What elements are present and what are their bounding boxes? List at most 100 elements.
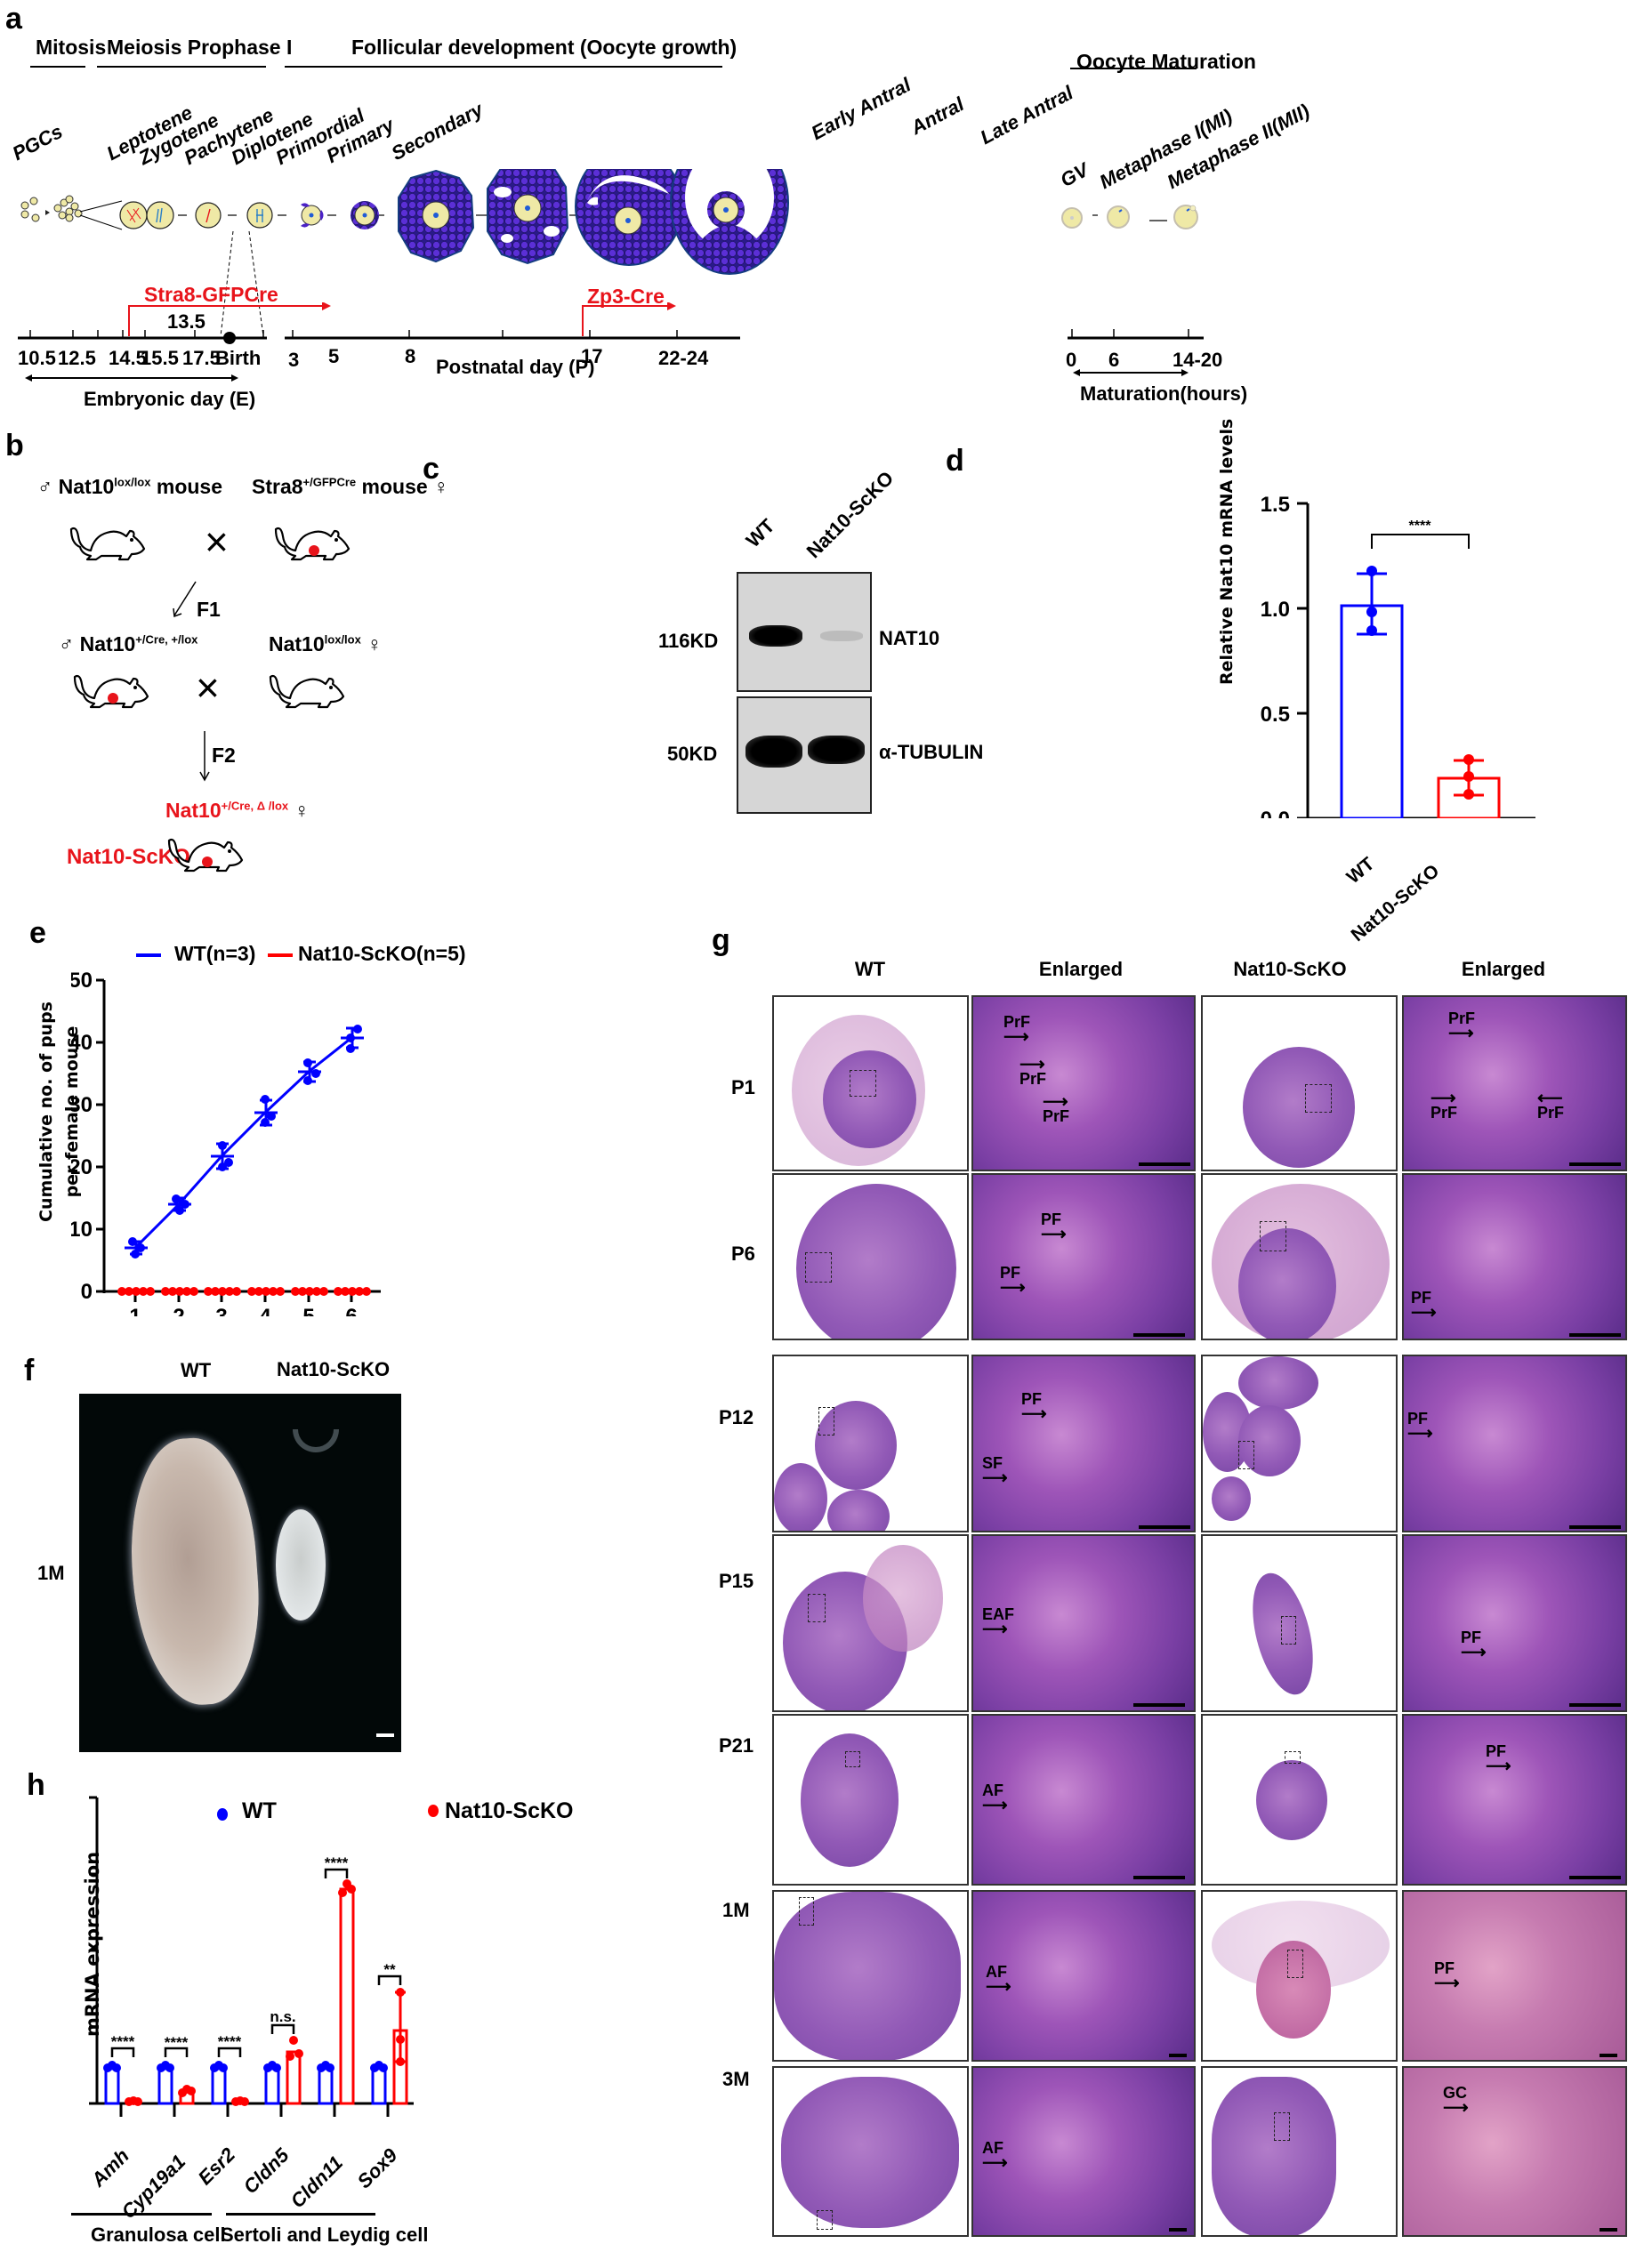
histology-wt-1m-enlarged[interactable]: AF ⟶ xyxy=(971,1890,1196,2062)
scale-bar xyxy=(1569,1876,1621,1879)
svg-text:6: 6 xyxy=(345,1305,357,1316)
histology-ko-p12[interactable] xyxy=(1201,1355,1398,1532)
svg-text:2: 2 xyxy=(173,1305,184,1316)
histology-ko-p1-enlarged[interactable]: PrF ⟶ ⟶ PrF ⟵ PrF xyxy=(1402,995,1627,1171)
histology-ko-p21-enlarged[interactable]: PF ⟶ xyxy=(1402,1714,1627,1886)
band-ko xyxy=(820,631,863,641)
western-blot-tubulin xyxy=(737,696,872,814)
mouse-icon xyxy=(69,527,146,561)
histology-ko-3m[interactable] xyxy=(1201,2066,1398,2237)
tissue xyxy=(1238,1356,1318,1410)
f-col-wt: WT xyxy=(181,1359,212,1381)
histology-ko-p21[interactable] xyxy=(1201,1714,1398,1886)
histology-ko-p15-enlarged[interactable]: PF ⟶ xyxy=(1402,1534,1627,1712)
scale-bar xyxy=(1169,2228,1187,2232)
d-xtick-wt: WT xyxy=(1342,853,1379,889)
histology-wt-3m-enlarged[interactable]: AF ⟶ xyxy=(971,2066,1196,2237)
lane-label-wt: WT xyxy=(741,514,779,552)
histology-ko-p6[interactable] xyxy=(1201,1173,1398,1340)
annotation: PF ⟶ xyxy=(1461,1629,1487,1662)
histology-wt-p6[interactable] xyxy=(772,1173,969,1340)
annotation: GC ⟶ xyxy=(1443,2084,1469,2118)
histology-ko-3m-enlarged[interactable]: GC ⟶ xyxy=(1402,2066,1627,2237)
zoom-box xyxy=(808,1594,826,1622)
panel-a-label: a xyxy=(5,2,22,36)
histology-ko-p1[interactable] xyxy=(1201,995,1398,1171)
histology-ko-p6-enlarged[interactable]: PF ⟶ xyxy=(1402,1173,1627,1340)
h-xtick-sox9: Sox9 xyxy=(352,2143,402,2193)
stage-secondary: Secondary xyxy=(387,98,487,165)
nat10-mrna-bar-chart: 1.5 1.0 0.5 0.0 **** xyxy=(1261,493,1535,818)
stage-early-antral: Early Antral xyxy=(807,73,915,145)
panel-g-label: g xyxy=(712,923,730,957)
histology-ko-p15[interactable] xyxy=(1201,1534,1398,1712)
histology-wt-3m[interactable] xyxy=(772,2066,969,2237)
lane-label-ko: Nat10-ScKO xyxy=(802,466,899,563)
blot1-protein: NAT10 xyxy=(879,627,940,649)
h-xtick-amh: Amh xyxy=(86,2144,133,2192)
histology-wt-p21-enlarged[interactable]: AF ⟶ xyxy=(971,1714,1196,1886)
g-row-p12: P12 xyxy=(719,1406,754,1428)
histology-wt-p1[interactable] xyxy=(772,995,969,1171)
f2-genotype: Nat10+/Cre, Δ /lox ♀ xyxy=(165,799,310,822)
e-tick-birth: Birth xyxy=(215,347,262,369)
western-blot-nat10 xyxy=(737,572,872,692)
blot2-size: 50KD xyxy=(667,743,718,765)
stage-late-antral: Late Antral xyxy=(976,81,1077,149)
histology-wt-p21[interactable] xyxy=(772,1714,969,1886)
f1-arrow xyxy=(173,581,197,618)
annotation: ⟶ PrF xyxy=(1043,1092,1070,1125)
histology-ko-1m[interactable] xyxy=(1201,1890,1398,2062)
e-tick-12-5: 12.5 xyxy=(58,347,96,369)
annotation: PF ⟶ xyxy=(1486,1742,1511,1776)
mouse-icon xyxy=(269,674,345,709)
stra8-cre-label: Stra8-GFPCre xyxy=(144,283,278,306)
histology-wt-p12[interactable] xyxy=(772,1355,969,1532)
g-row-p1: P1 xyxy=(731,1076,755,1098)
annotation: EAF ⟶ xyxy=(982,1605,1014,1639)
histology-wt-p15[interactable] xyxy=(772,1534,969,1712)
svg-text:1: 1 xyxy=(129,1305,141,1316)
e-tick-17-5: 17.5 xyxy=(182,347,221,369)
panel-e-label: e xyxy=(29,916,46,950)
svg-text:50: 50 xyxy=(71,969,93,993)
histology-wt-p6-enlarged[interactable]: PF ⟶ PF ⟶ xyxy=(971,1173,1196,1340)
legend-ko: Nat10-ScKO xyxy=(445,1798,574,1823)
tissue xyxy=(863,1545,943,1652)
panel-h-label: h xyxy=(27,1768,45,1802)
mouse-icon-cre xyxy=(274,527,351,561)
male-symbol: ♂ xyxy=(37,475,53,498)
maturation-range-arrow xyxy=(1073,369,1189,376)
histology-ko-1m-enlarged[interactable]: PF ⟶ xyxy=(1402,1890,1627,2062)
tissue xyxy=(1243,1047,1355,1168)
f-row-1m: 1M xyxy=(37,1562,65,1584)
header-maturation: Oocyte Maturation xyxy=(1076,50,1256,73)
zoom-box xyxy=(818,1407,834,1436)
scale-bar xyxy=(1600,2054,1617,2057)
band-ko xyxy=(808,736,865,764)
tissue xyxy=(1212,1476,1251,1521)
stage-pgcs: PGCs xyxy=(8,119,67,165)
mrna-expression-bar-chart: 8 6 4 2 0 xyxy=(89,1796,414,2117)
header-underline xyxy=(1070,68,1197,69)
annotation: AF ⟶ xyxy=(986,1963,1011,1997)
svg-text:5: 5 xyxy=(302,1305,314,1316)
e-tick-14-5: 14.5 xyxy=(109,347,147,369)
histology-wt-p15-enlarged[interactable]: EAF ⟶ xyxy=(971,1534,1196,1712)
header-underline xyxy=(30,66,85,68)
legend-dot-wt xyxy=(217,1808,228,1821)
histology-wt-1m[interactable] xyxy=(772,1890,969,2062)
histology-wt-p12-enlarged[interactable]: PF ⟶ SF ⟶ xyxy=(971,1355,1196,1532)
histology-ko-p12-enlarged[interactable]: PF ⟶ xyxy=(1402,1355,1627,1532)
f1-male-genotype: ♂ Nat10+/Cre, +/lox xyxy=(59,632,198,655)
histology-wt-p1-enlarged[interactable]: PrF ⟶ ⟶ PrF ⟶ PrF xyxy=(971,995,1196,1171)
cumulative-pups-line-chart: 50 40 30 20 10 0 1 2 3 4 5 6 xyxy=(71,969,381,1316)
embryonic-axis-label: Embryonic day (E) xyxy=(84,388,256,410)
svg-text:**: ** xyxy=(383,1961,396,1978)
stage-antral: Antral xyxy=(907,92,968,140)
svg-text:3: 3 xyxy=(215,1305,227,1316)
ko-ovary xyxy=(276,1509,326,1621)
tissue xyxy=(815,1401,897,1490)
tissue xyxy=(1238,1228,1336,1339)
stra8-start-label: 13.5 xyxy=(167,310,206,333)
